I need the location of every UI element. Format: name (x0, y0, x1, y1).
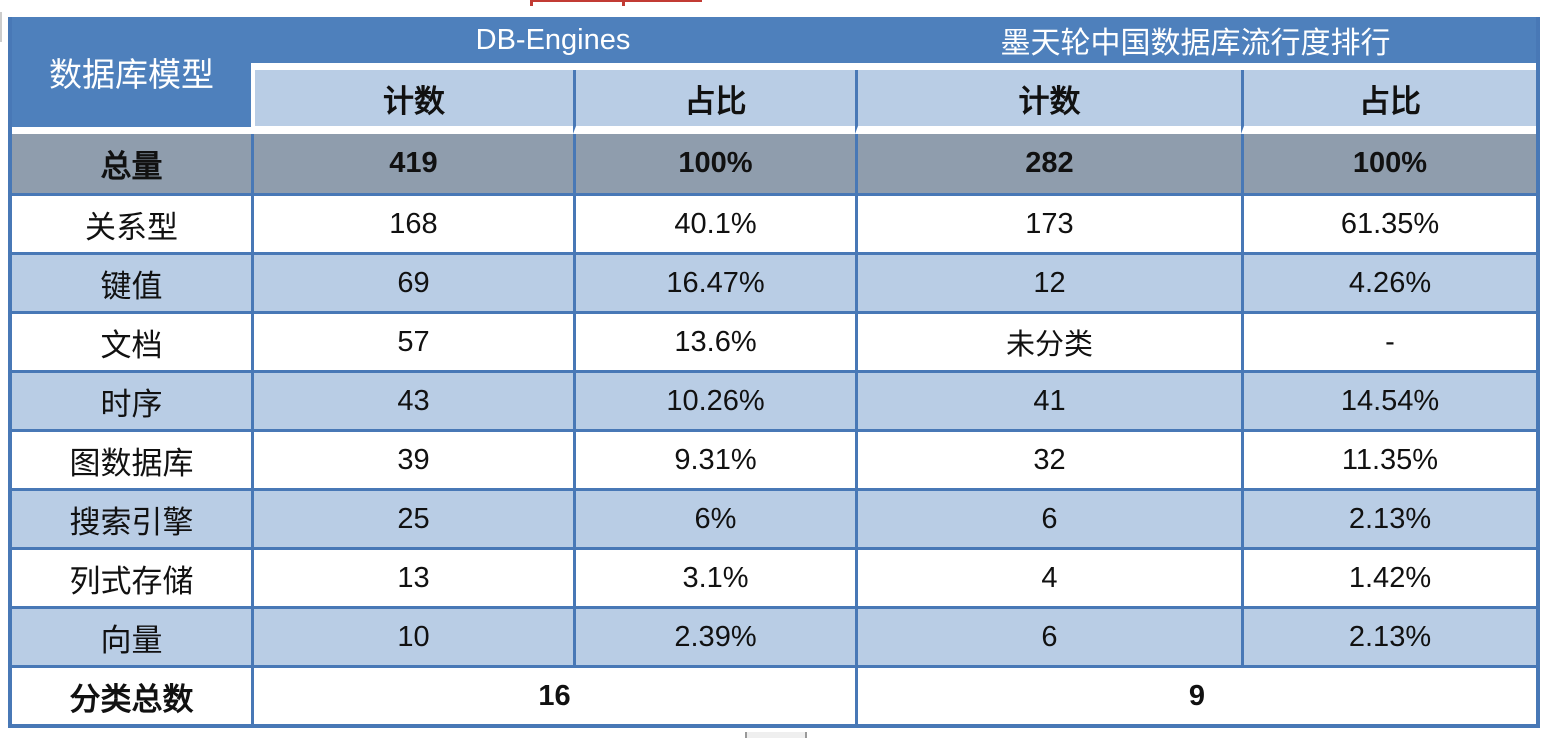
cell-mt-share: 1.42% (1241, 547, 1536, 606)
col-header-db-share: 占比 (573, 70, 855, 134)
cell-mt-share: 100% (1241, 134, 1536, 193)
cell-mt-count: 4 (855, 547, 1241, 606)
cell-db-share: 6% (573, 488, 855, 547)
group-header-motianlun: 墨天轮中国数据库流行度排行 (855, 17, 1536, 70)
row-label: 分类总数 (12, 665, 251, 724)
row-label: 向量 (12, 606, 251, 665)
cell-db-count: 419 (251, 134, 573, 193)
cell-mt-share: 11.35% (1241, 429, 1536, 488)
window-edge-artifact (0, 12, 2, 42)
table-row: 文档 57 13.6% 未分类 - (12, 311, 1536, 370)
group-header-db-engines: DB-Engines (251, 17, 855, 70)
cell-db-share: 10.26% (573, 370, 855, 429)
cell-db-share: 3.1% (573, 547, 855, 606)
row-label: 搜索引擎 (12, 488, 251, 547)
cell-mt-category-total: 9 (855, 665, 1536, 724)
cell-mt-count: 41 (855, 370, 1241, 429)
sub-header-row: 计数 占比 计数 占比 (12, 70, 1536, 134)
cell-db-count: 69 (251, 252, 573, 311)
cell-db-share: 40.1% (573, 193, 855, 252)
cell-db-count: 25 (251, 488, 573, 547)
row-label: 图数据库 (12, 429, 251, 488)
cell-mt-count: 6 (855, 606, 1241, 665)
col-header-mt-count: 计数 (855, 70, 1241, 134)
cell-db-count: 43 (251, 370, 573, 429)
row-label: 总量 (12, 134, 251, 193)
cell-mt-count: 173 (855, 193, 1241, 252)
cell-db-category-total: 16 (251, 665, 855, 724)
cell-mt-share: 4.26% (1241, 252, 1536, 311)
table-row: 时序 43 10.26% 41 14.54% (12, 370, 1536, 429)
scrollbar-fragment-artifact (745, 732, 807, 738)
header-group-row: 数据库模型 DB-Engines 墨天轮中国数据库流行度排行 (12, 17, 1536, 134)
cell-db-count: 13 (251, 547, 573, 606)
col-header-mt-share: 占比 (1241, 70, 1536, 134)
table-row: 键值 69 16.47% 12 4.26% (12, 252, 1536, 311)
table-row: 向量 10 2.39% 6 2.13% (12, 606, 1536, 665)
cell-mt-share: - (1241, 311, 1536, 370)
cell-db-share: 2.39% (573, 606, 855, 665)
cropped-red-annotation-tick (622, 0, 625, 6)
table-row: 图数据库 39 9.31% 32 11.35% (12, 429, 1536, 488)
cropped-red-annotation-tick (530, 0, 533, 6)
table-row: 关系型 168 40.1% 173 61.35% (12, 193, 1536, 252)
cell-db-count: 168 (251, 193, 573, 252)
cell-db-share: 100% (573, 134, 855, 193)
cell-db-count: 57 (251, 311, 573, 370)
cell-mt-count: 32 (855, 429, 1241, 488)
row-label: 关系型 (12, 193, 251, 252)
table-row-category-totals: 分类总数 16 9 (12, 665, 1536, 724)
cell-db-count: 39 (251, 429, 573, 488)
cell-mt-count: 12 (855, 252, 1241, 311)
row-label: 键值 (12, 252, 251, 311)
database-model-comparison-table: 数据库模型 DB-Engines 墨天轮中国数据库流行度排行 计数 占比 计数 … (8, 17, 1540, 728)
row-label: 列式存储 (12, 547, 251, 606)
cropped-red-annotation-artifact (530, 0, 702, 2)
cell-db-share: 16.47% (573, 252, 855, 311)
cell-mt-count: 6 (855, 488, 1241, 547)
cell-db-share: 13.6% (573, 311, 855, 370)
table-row: 列式存储 13 3.1% 4 1.42% (12, 547, 1536, 606)
cell-mt-count: 未分类 (855, 311, 1241, 370)
cell-mt-share: 61.35% (1241, 193, 1536, 252)
cell-mt-count: 282 (855, 134, 1241, 193)
table-row: 搜索引擎 25 6% 6 2.13% (12, 488, 1536, 547)
cell-mt-share: 14.54% (1241, 370, 1536, 429)
table-row-total: 总量 419 100% 282 100% (12, 134, 1536, 193)
row-label: 文档 (12, 311, 251, 370)
cell-mt-share: 2.13% (1241, 606, 1536, 665)
corner-header: 数据库模型 (12, 17, 251, 134)
cell-db-share: 9.31% (573, 429, 855, 488)
cell-mt-share: 2.13% (1241, 488, 1536, 547)
cell-db-count: 10 (251, 606, 573, 665)
col-header-db-count: 计数 (251, 70, 573, 134)
row-label: 时序 (12, 370, 251, 429)
comparison-table: 数据库模型 DB-Engines 墨天轮中国数据库流行度排行 计数 占比 计数 … (12, 17, 1536, 724)
